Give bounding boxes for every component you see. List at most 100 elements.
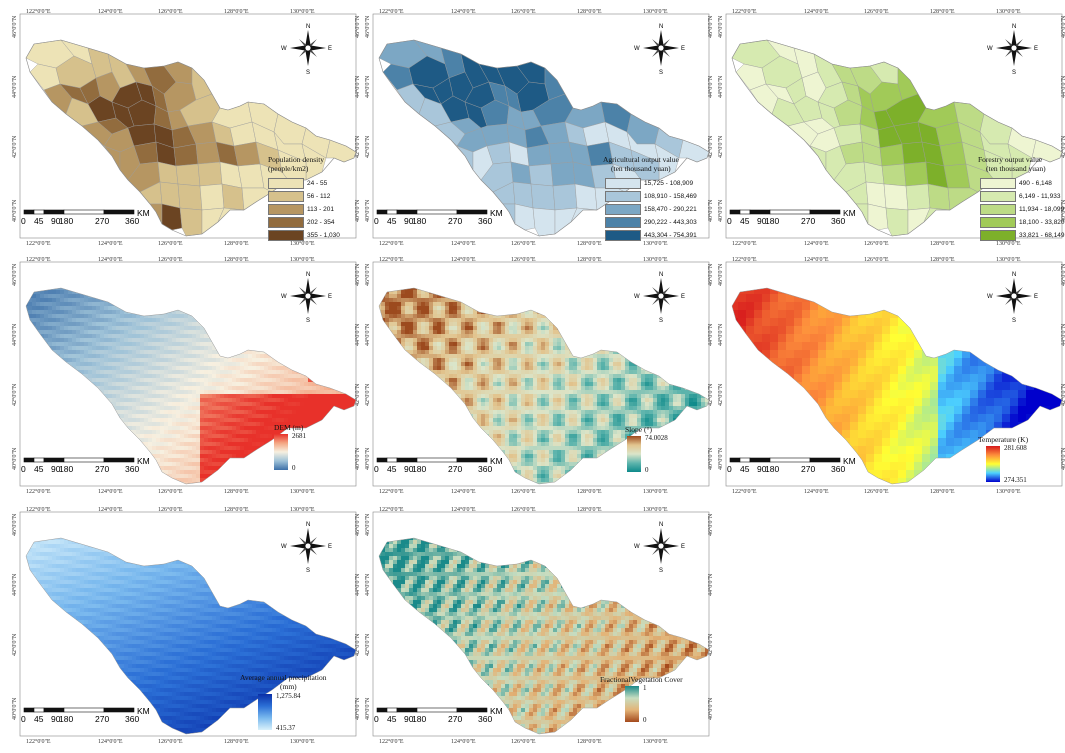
map-panel-temperature: 122°0'0"E 122°0'0"E 124°0'0"E 124°0'0"E 126°…: [716, 256, 1065, 495]
longitude-label: 126°0'0"E: [158, 738, 183, 745]
scale-tick-label: 90: [51, 216, 61, 226]
compass-letter: S: [659, 568, 663, 574]
legend-max-label: 74.0028: [645, 434, 668, 442]
legend-color-ramp: [625, 686, 639, 722]
scale-tick-label: 360: [831, 216, 845, 226]
compass-letter: E: [328, 46, 332, 52]
latitude-label: 40°0'0"N: [707, 447, 713, 470]
longitude-label: 130°0'0"E: [290, 738, 315, 745]
scale-unit-label: KM: [490, 208, 503, 218]
county-region: [554, 207, 578, 235]
longitude-label: 130°0'0"E: [996, 8, 1021, 15]
longitude-label: 130°0'0"E: [290, 506, 315, 513]
legend-label: 355 - 1,030: [307, 232, 340, 239]
legend-subtitle: (ten thousand yuan): [986, 165, 1046, 173]
longitude-label: 128°0'0"E: [930, 256, 955, 263]
legend-label: 108,910 - 158,469: [644, 193, 697, 200]
longitude-label: 124°0'0"E: [451, 8, 476, 15]
longitude-label: 122°0'0"E: [379, 240, 404, 247]
longitude-label: 122°0'0"E: [26, 488, 51, 495]
legend-label: 11,934 - 18,099: [1019, 206, 1064, 213]
longitude-label: 128°0'0"E: [224, 240, 249, 247]
scale-tick-label: 270: [95, 464, 109, 474]
scale-tick-label: 270: [448, 714, 462, 724]
longitude-label: 122°0'0"E: [379, 488, 404, 495]
north-arrow-compass-icon: N S E W: [634, 522, 685, 574]
county-region: [907, 207, 931, 235]
county-region: [221, 183, 245, 211]
longitude-label: 124°0'0"E: [451, 738, 476, 745]
county-region: [550, 161, 576, 187]
legend-title: Agricultural output value: [603, 156, 679, 164]
scale-tick-label: 0: [374, 714, 379, 724]
latitude-label: 44°0'0"N: [1060, 75, 1065, 98]
legend-title: Forestry output value: [978, 156, 1042, 164]
legend-item: 11,934 - 18,099: [980, 204, 1064, 215]
scale-unit-label: KM: [137, 706, 150, 716]
legend-max-label: 2681: [292, 432, 306, 440]
latitude-label: 44°0'0"N: [11, 573, 18, 596]
longitude-label: 122°0'0"E: [732, 488, 757, 495]
longitude-label: 128°0'0"E: [577, 506, 602, 513]
longitude-label: 124°0'0"E: [804, 256, 829, 263]
longitude-label: 124°0'0"E: [98, 506, 123, 513]
legend-item: 443,304 - 754,391: [605, 230, 697, 241]
county-region: [574, 183, 598, 211]
longitude-label: 128°0'0"E: [577, 256, 602, 263]
map-panel-precipitation: 122°0'0"E 122°0'0"E 124°0'0"E 124°0'0"E 126°…: [10, 506, 360, 745]
longitude-label: 126°0'0"E: [158, 488, 183, 495]
county-region: [173, 143, 199, 167]
legend-swatch: [268, 217, 304, 228]
map-panel-slope: 122°0'0"E 122°0'0"E 124°0'0"E 124°0'0"E 126°…: [363, 256, 713, 495]
latitude-label: 40°0'0"N: [11, 447, 18, 470]
scale-tick-label: 180: [59, 464, 73, 474]
legend-min-label: 274.351: [1004, 476, 1027, 484]
county-region: [177, 183, 203, 211]
latitude-label: 42°0'0"N: [1060, 135, 1065, 158]
latitude-label: 46°0'0"N: [1060, 263, 1065, 286]
compass-letter: E: [1034, 46, 1038, 52]
longitude-label: 128°0'0"E: [224, 506, 249, 513]
compass-letter: N: [659, 272, 663, 278]
compass-letter: W: [987, 294, 993, 300]
latitude-label: 42°0'0"N: [707, 383, 713, 406]
map-panel-vegetation-cover: 122°0'0"E 122°0'0"E 124°0'0"E 124°0'0"E 126°…: [363, 506, 713, 745]
legend-color-ramp: [258, 694, 272, 730]
legend-item: 202 - 354: [268, 217, 334, 228]
latitude-label: 44°0'0"N: [364, 75, 371, 98]
legend-label: 6,149 - 11,933: [1019, 193, 1060, 200]
scale-unit-label: KM: [843, 208, 856, 218]
legend-swatch: [980, 204, 1016, 215]
longitude-label: 124°0'0"E: [98, 738, 123, 745]
legend-item: 15,725 - 108,909: [605, 178, 693, 189]
latitude-label: 40°0'0"N: [1060, 199, 1065, 222]
longitude-label: 130°0'0"E: [643, 256, 668, 263]
legend-title: DEM (m): [274, 424, 303, 432]
latitude-label: 42°0'0"N: [354, 383, 360, 406]
latitude-label: 46°0'0"N: [354, 15, 360, 38]
legend-min-label: 415.37: [276, 724, 295, 732]
longitude-label: 124°0'0"E: [451, 256, 476, 263]
latitude-label: 46°0'0"N: [1060, 15, 1065, 38]
latitude-label: 44°0'0"N: [354, 75, 360, 98]
longitude-label: 128°0'0"E: [224, 256, 249, 263]
legend-swatch: [980, 230, 1016, 241]
longitude-label: 126°0'0"E: [511, 488, 536, 495]
county-region: [161, 203, 183, 231]
county-region: [927, 183, 951, 211]
legend-color-ramp: [627, 436, 641, 472]
county-region: [947, 187, 979, 211]
latitude-label: 46°0'0"N: [11, 263, 18, 286]
longitude-label: 126°0'0"E: [864, 8, 889, 15]
legend-label: 18,100 - 33,820: [1019, 219, 1065, 226]
map-panel-dem: 122°0'0"E 122°0'0"E 124°0'0"E 124°0'0"E 126°…: [10, 256, 360, 495]
compass-letter: E: [681, 294, 685, 300]
latitude-label: 40°0'0"N: [11, 199, 18, 222]
county-region: [881, 163, 907, 187]
latitude-label: 40°0'0"N: [717, 447, 724, 470]
